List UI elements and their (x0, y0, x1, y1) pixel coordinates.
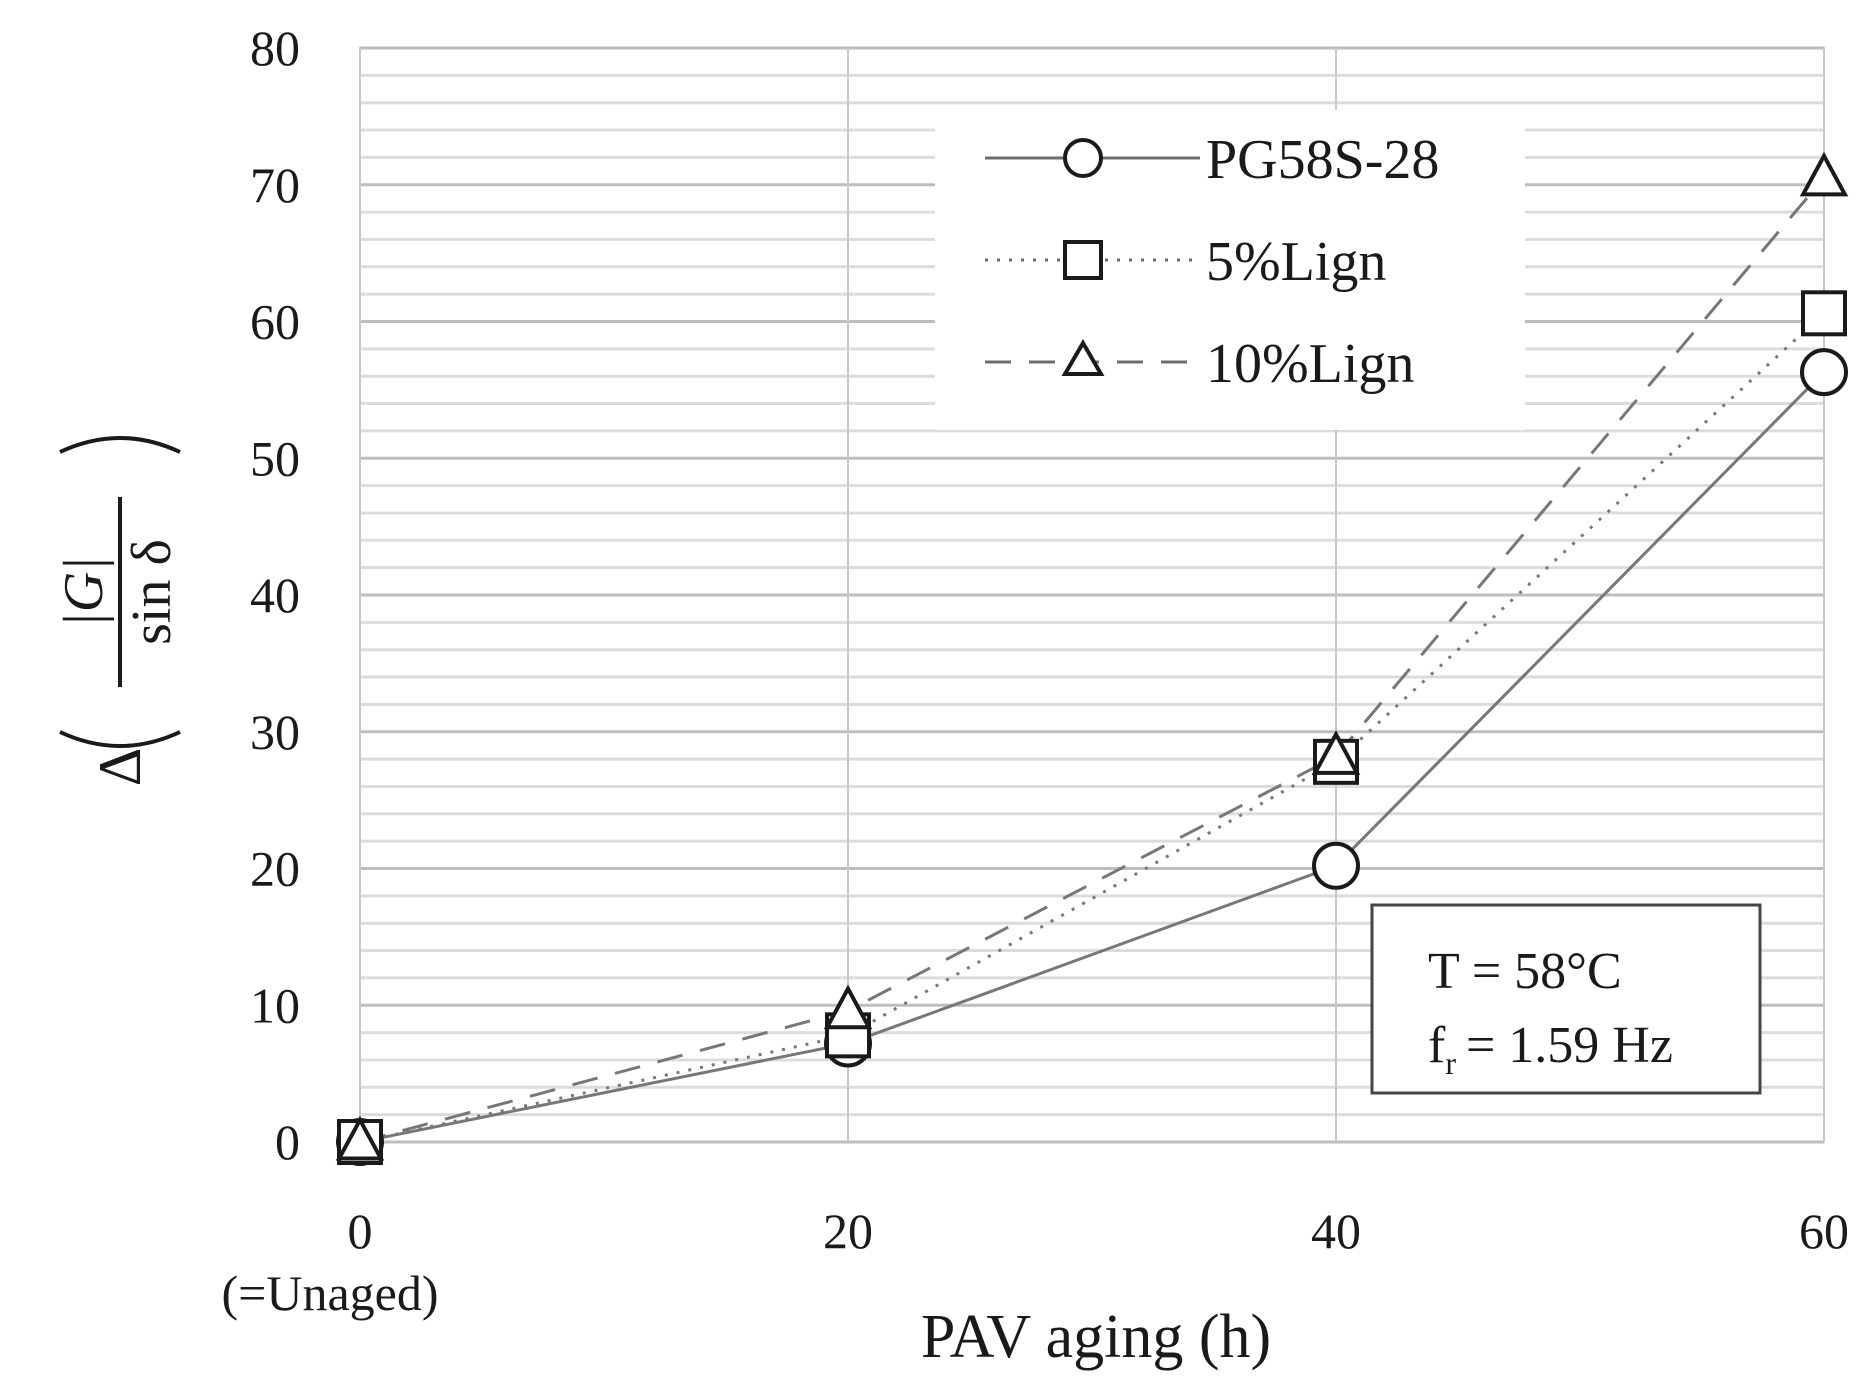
series-pg58s-28 (359, 371, 1826, 1144)
y-tick-label: 30 (250, 704, 300, 760)
legend-item-5-lign: 5%Lign (985, 231, 1386, 293)
square-marker-icon (1063, 240, 1103, 280)
markers-10-lign (335, 151, 1849, 1161)
data-point-triangle (1311, 730, 1361, 775)
x-tick-label: 20 (823, 1203, 873, 1259)
legend-item-10-lign: 10%Lign (985, 333, 1414, 395)
legend: PG58S-28 5%Lign 10%Lign (935, 110, 1525, 430)
y-tick-label: 0 (275, 1114, 300, 1170)
y-tick-label: 10 (250, 977, 300, 1033)
legend-label: PG58S-28 (1206, 129, 1439, 191)
annotation-temperature: T = 58°C (1428, 943, 1622, 1000)
x-tick-label: 0 (348, 1203, 373, 1259)
x-axis-ticks: 0 20 40 60 (348, 1203, 1850, 1259)
annotation-frequency: fr = 1.59 Hz (1428, 1017, 1673, 1081)
y-axis-ticks: 0 10 20 30 40 50 60 70 80 (250, 20, 300, 1170)
right-paren-icon (59, 436, 181, 454)
x-tick-label: 60 (1799, 1203, 1849, 1259)
x-tick-label: 40 (1311, 1203, 1361, 1259)
y-tick-label: 70 (250, 157, 300, 213)
y-axis-title: Δ |G| sin δ (53, 436, 183, 787)
legend-label: 5%Lign (1206, 231, 1386, 293)
y-axis-title-prefix: Δ (87, 748, 153, 787)
data-point-circle (1312, 841, 1360, 890)
series-line (359, 371, 1826, 1144)
series-layer (335, 151, 1849, 1166)
annotation-box: T = 58°C fr = 1.59 Hz (1370, 903, 1762, 1095)
annotation-frequency-value: = 1.59 Hz (1466, 1017, 1673, 1074)
y-tick-label: 40 (250, 567, 300, 623)
triangle-marker-icon (1061, 339, 1105, 376)
annotation-frequency-subscript: r (1445, 1045, 1456, 1081)
legend-label: 10%Lign (1206, 333, 1414, 395)
data-point-triangle (1799, 151, 1849, 197)
y-axis-title-denominator: sin δ (121, 539, 183, 645)
data-point-triangle (823, 984, 873, 1030)
annotation-frame (1370, 903, 1762, 1095)
left-paren-icon (59, 730, 181, 748)
x-axis-sublabel: (=Unaged) (222, 1265, 439, 1321)
y-tick-label: 50 (250, 430, 300, 486)
y-tick-label: 20 (250, 841, 300, 897)
annotation-frequency-symbol: f (1428, 1017, 1446, 1074)
y-tick-label: 60 (250, 294, 300, 350)
circle-marker-icon (1063, 138, 1103, 178)
legend-box (935, 110, 1525, 430)
data-point-square (1801, 290, 1847, 337)
data-point-circle (1800, 348, 1848, 397)
data-point-triangle (335, 1115, 385, 1161)
y-axis-title-numerator: |G| (53, 556, 115, 627)
y-tick-label: 80 (250, 20, 300, 76)
legend-item-pg58s-28: PG58S-28 (985, 129, 1439, 191)
x-axis-title: PAV aging (h) (921, 1303, 1271, 1371)
